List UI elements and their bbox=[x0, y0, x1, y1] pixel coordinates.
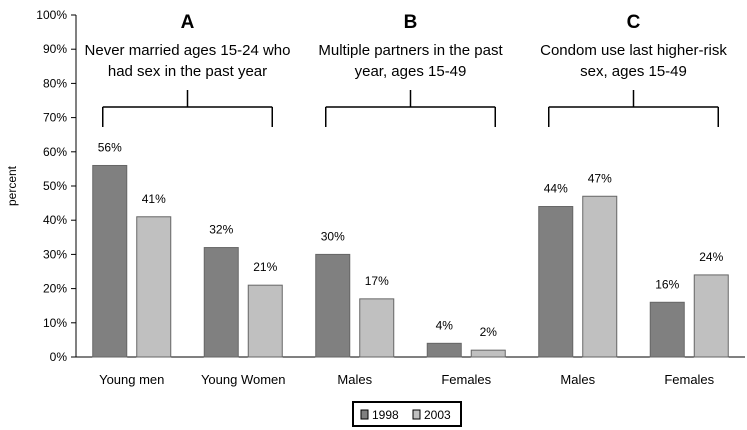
data-label-2003-1: 21% bbox=[253, 260, 277, 274]
group-a: A Never married ages 15-24 who had sex in … bbox=[85, 12, 291, 127]
y-axis-label: percent bbox=[5, 165, 19, 206]
legend-swatch-2003 bbox=[413, 410, 420, 419]
x-category-label: Young men bbox=[99, 372, 164, 387]
bar-1998-4 bbox=[539, 207, 573, 357]
group-title-line: sex, ages 15-49 bbox=[580, 63, 687, 80]
bar-2003-4 bbox=[583, 196, 617, 357]
legend-label-1998: 1998 bbox=[372, 408, 399, 422]
bar-1998-5 bbox=[650, 302, 684, 357]
data-label-1998-4: 44% bbox=[544, 182, 568, 196]
bars: 56% 41% Young men 32% 21% Young Women 30% 17% Ma… bbox=[93, 140, 729, 387]
data-label-2003-4: 47% bbox=[588, 171, 612, 185]
bar-2003-2 bbox=[360, 299, 394, 357]
group-title-line: year, ages 15-49 bbox=[355, 63, 467, 80]
legend-swatch-1998 bbox=[361, 410, 368, 419]
data-label-1998-5: 16% bbox=[655, 277, 679, 291]
data-label-2003-5: 24% bbox=[699, 250, 723, 264]
bar-2003-3 bbox=[471, 350, 505, 357]
y-tick-label: 20% bbox=[43, 282, 67, 296]
legend-label-2003: 2003 bbox=[424, 408, 451, 422]
bar-2003-1 bbox=[248, 285, 282, 357]
y-tick-label: 40% bbox=[43, 213, 67, 227]
data-label-2003-3: 2% bbox=[480, 325, 498, 339]
group-annotations: A Never married ages 15-24 who had sex in … bbox=[85, 12, 728, 127]
group-title-line: Never married ages 15-24 who bbox=[85, 42, 291, 59]
group-letter: B bbox=[404, 12, 418, 33]
y-tick-label: 70% bbox=[43, 111, 67, 125]
group-b: B Multiple partners in the past year, ages… bbox=[318, 12, 503, 127]
bar-1998-0 bbox=[93, 165, 127, 357]
group-title-line: had sex in the past year bbox=[108, 63, 267, 80]
x-category-label: Young Women bbox=[201, 372, 286, 387]
bar-1998-3 bbox=[427, 343, 461, 357]
group-c: C Condom use last higher-risk sex, ages 15… bbox=[540, 12, 727, 127]
legend: 1998 2003 bbox=[353, 402, 461, 426]
y-tick-label: 80% bbox=[43, 76, 67, 90]
x-category-label: Females bbox=[441, 372, 491, 387]
bar-1998-1 bbox=[204, 248, 238, 357]
bar-1998-2 bbox=[316, 254, 350, 357]
data-label-2003-0: 41% bbox=[142, 192, 166, 206]
y-tick-label: 10% bbox=[43, 316, 67, 330]
x-category-label: Females bbox=[664, 372, 714, 387]
y-tick-label: 90% bbox=[43, 42, 67, 56]
y-tick-label: 50% bbox=[43, 179, 67, 193]
y-tick-label: 60% bbox=[43, 145, 67, 159]
data-label-1998-2: 30% bbox=[321, 229, 345, 243]
data-label-2003-2: 17% bbox=[365, 274, 389, 288]
data-label-1998-0: 56% bbox=[98, 140, 122, 154]
group-title-line: Condom use last higher-risk bbox=[540, 42, 727, 59]
x-category-label: Males bbox=[337, 372, 372, 387]
bar-2003-5 bbox=[694, 275, 728, 357]
bar-2003-0 bbox=[137, 217, 171, 357]
y-tick-label: 30% bbox=[43, 247, 67, 261]
group-letter: A bbox=[181, 12, 195, 33]
y-tick-label: 100% bbox=[36, 8, 67, 22]
group-letter: C bbox=[627, 12, 641, 33]
data-label-1998-3: 4% bbox=[436, 318, 454, 332]
y-tick-label: 0% bbox=[50, 350, 68, 364]
group-title-line: Multiple partners in the past bbox=[318, 42, 503, 59]
x-category-label: Males bbox=[560, 372, 595, 387]
data-label-1998-1: 32% bbox=[209, 223, 233, 237]
